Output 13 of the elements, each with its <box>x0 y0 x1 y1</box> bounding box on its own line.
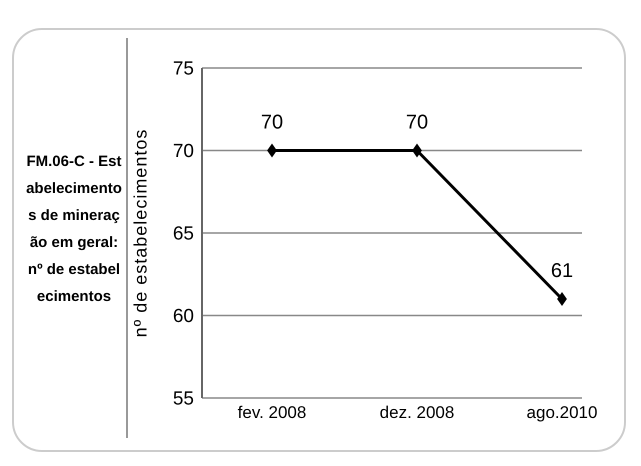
x-tick-label: dez. 2008 <box>380 403 454 422</box>
y-tick-label: 65 <box>172 224 194 245</box>
y-tick-label: 70 <box>172 141 194 162</box>
y-axis-title: nº de estabelecimentos <box>130 128 150 338</box>
data-label: 61 <box>550 260 574 282</box>
text: FM.06-C - Estabelecimentos de mineração em geral: nº de estabelecimentos <box>25 152 123 307</box>
y-tick-label: 55 <box>172 388 194 410</box>
x-tick-label: ago.2010 <box>526 403 598 422</box>
data-label: 70 <box>260 112 284 134</box>
x-tick-label: fev. 2008 <box>238 403 306 422</box>
y-tick-label: 75 <box>172 58 194 80</box>
y-tick-label: 60 <box>172 306 194 328</box>
data-label: 70 <box>406 112 428 134</box>
